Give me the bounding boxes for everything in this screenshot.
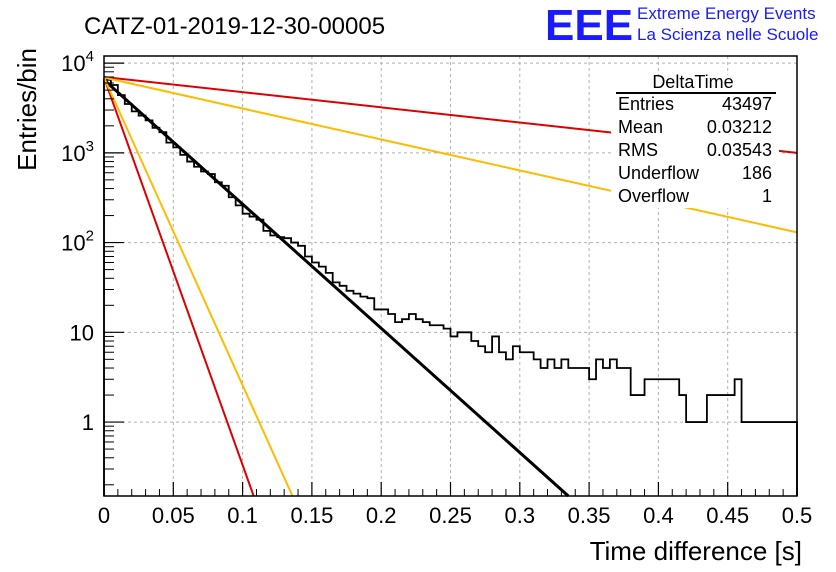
stats-name: DeltaTime (652, 72, 733, 92)
x-tick-label: 0.5 (782, 503, 813, 528)
stats-label: Mean (618, 117, 663, 137)
stats-value: 186 (742, 163, 772, 183)
logo-line-2: La Scienza nelle Scuole (637, 25, 818, 44)
stats-box: DeltaTime Entries 43497 Mean 0.03212 RMS 0.03… (611, 72, 779, 208)
x-tick-label: 0.05 (152, 503, 195, 528)
x-tick-label: 0.25 (429, 503, 472, 528)
stats-value: 43497 (722, 94, 772, 114)
y-tick-label: 102 (61, 228, 94, 256)
x-tick-label: 0.15 (290, 503, 333, 528)
x-axis-title: Time difference [s] (590, 536, 802, 566)
x-tick-label: 0.4 (643, 503, 674, 528)
x-tick-label: 0.2 (366, 503, 397, 528)
y-tick-label: 104 (61, 48, 94, 76)
x-tick-label: 0 (98, 503, 110, 528)
y-tick-base: 10 (61, 141, 85, 166)
fit-line-5 (103, 77, 294, 497)
stats-rows: Entries 43497 Mean 0.03212 RMS 0.03543 Underfl… (618, 94, 772, 206)
stats-value: 0.03543 (707, 140, 772, 160)
axis-ticks: 0 0.05 0.1 0.15 0.2 0.25 0.3 0.35 0.4 0.45 0.51101… (61, 48, 812, 528)
chart-title: CATZ-01-2019-12-30-00005 (84, 13, 385, 40)
x-tick-label: 0.45 (706, 503, 749, 528)
y-tick-label: 103 (61, 138, 94, 166)
y-tick-label: 1 (82, 410, 94, 435)
y-tick-exponent: 4 (86, 48, 94, 65)
stats-value: 0.03212 (707, 117, 772, 137)
stats-label: RMS (618, 140, 658, 160)
y-tick-base: 10 (61, 51, 85, 76)
y-axis-title: Entries/bin (12, 48, 42, 171)
logo-line-1: Extreme Energy Events (637, 4, 816, 23)
y-tick-label: 10 (70, 320, 94, 345)
stats-label: Overflow (618, 186, 690, 206)
x-tick-label: 0.3 (505, 503, 536, 528)
stats-value: 1 (762, 186, 772, 206)
y-tick-exponent: 2 (86, 228, 94, 245)
y-tick-exponent: 3 (86, 138, 94, 155)
stats-label: Underflow (618, 163, 700, 183)
fit-line-1 (102, 78, 570, 498)
stats-box-background (611, 75, 779, 208)
fit-line-4 (103, 77, 255, 497)
stats-label: Entries (618, 94, 674, 114)
logo-eee: EEE (545, 1, 633, 50)
x-tick-label: 0.35 (568, 503, 611, 528)
y-tick-base: 10 (61, 231, 85, 256)
x-tick-label: 0.1 (227, 503, 258, 528)
